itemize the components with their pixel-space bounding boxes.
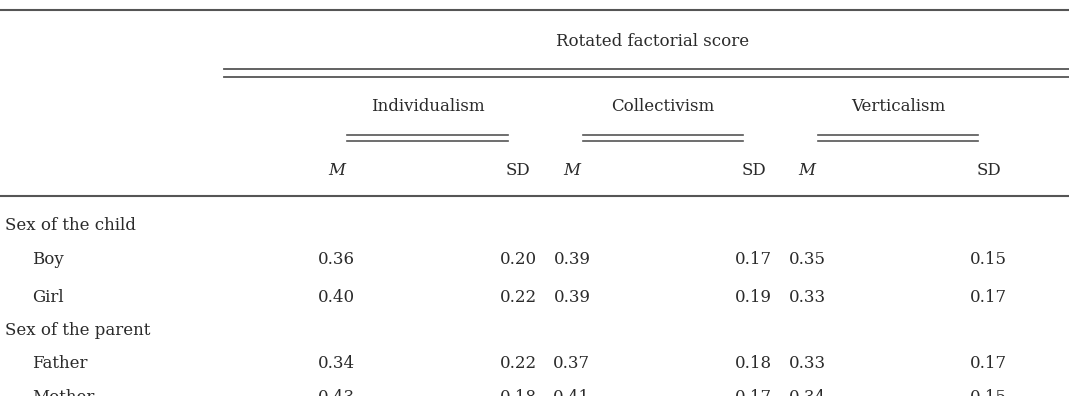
Text: SD: SD (741, 162, 766, 179)
Text: Boy: Boy (32, 251, 64, 268)
Text: Sex of the child: Sex of the child (5, 217, 136, 234)
Text: 0.17: 0.17 (971, 289, 1007, 306)
Text: 0.33: 0.33 (789, 355, 825, 372)
Text: Verticalism: Verticalism (851, 99, 945, 115)
Text: 0.18: 0.18 (735, 355, 772, 372)
Text: 0.36: 0.36 (319, 251, 355, 268)
Text: 0.15: 0.15 (971, 390, 1007, 396)
Text: 0.39: 0.39 (554, 251, 590, 268)
Text: 0.22: 0.22 (500, 289, 537, 306)
Text: 0.34: 0.34 (319, 355, 355, 372)
Text: 0.39: 0.39 (554, 289, 590, 306)
Text: SD: SD (506, 162, 531, 179)
Text: SD: SD (976, 162, 1002, 179)
Text: Sex of the parent: Sex of the parent (5, 322, 151, 339)
Text: 0.20: 0.20 (500, 251, 537, 268)
Text: 0.22: 0.22 (500, 355, 537, 372)
Text: 0.34: 0.34 (789, 390, 825, 396)
Text: 0.18: 0.18 (500, 390, 537, 396)
Text: Rotated factorial score: Rotated factorial score (556, 33, 748, 50)
Text: Collectivism: Collectivism (611, 99, 714, 115)
Text: M: M (328, 162, 345, 179)
Text: 0.19: 0.19 (735, 289, 772, 306)
Text: 0.41: 0.41 (554, 390, 590, 396)
Text: Father: Father (32, 355, 88, 372)
Text: 0.35: 0.35 (789, 251, 825, 268)
Text: 0.43: 0.43 (319, 390, 355, 396)
Text: 0.33: 0.33 (789, 289, 825, 306)
Text: 0.40: 0.40 (319, 289, 355, 306)
Text: Girl: Girl (32, 289, 64, 306)
Text: M: M (799, 162, 816, 179)
Text: 0.17: 0.17 (735, 390, 772, 396)
Text: Individualism: Individualism (371, 99, 484, 115)
Text: 0.17: 0.17 (735, 251, 772, 268)
Text: M: M (563, 162, 580, 179)
Text: Mother: Mother (32, 390, 94, 396)
Text: 0.37: 0.37 (554, 355, 590, 372)
Text: 0.15: 0.15 (971, 251, 1007, 268)
Text: 0.17: 0.17 (971, 355, 1007, 372)
